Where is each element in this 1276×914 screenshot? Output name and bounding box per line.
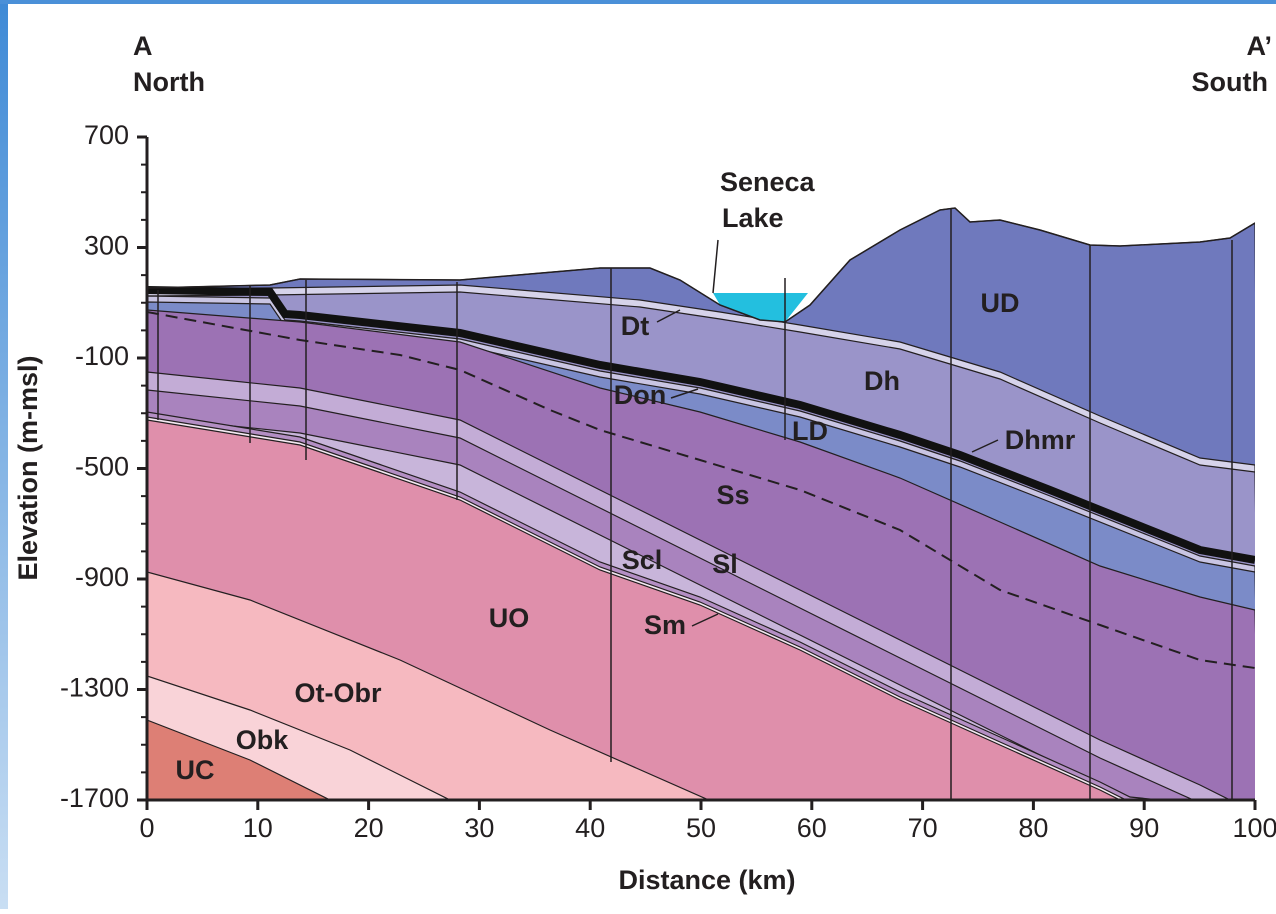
unit-label: Scl [622,545,663,575]
lake-label: Seneca [720,167,816,197]
direction: South [1192,67,1268,97]
y-tick-label: -1700 [60,783,129,813]
x-tick-label: 40 [575,813,605,843]
x-tick-label: 80 [1018,813,1048,843]
x-tick-label: 30 [464,813,494,843]
unit-label: Obk [236,725,289,755]
x-tick-label: 70 [908,813,938,843]
frame-edge [0,0,8,909]
unit-label: Sm [644,610,686,640]
x-tick-label: 20 [354,813,384,843]
y-tick-label: -500 [75,452,129,482]
y-tick-label: -900 [75,562,129,592]
y-tick-label: -100 [75,341,129,371]
x-tick-label: 0 [139,813,154,843]
unit-label: Sl [712,549,738,579]
x-tick-label: 100 [1232,813,1276,843]
unit-label: Ot-Obr [295,678,382,708]
direction: North [133,67,205,97]
y-tick-label: 700 [84,120,129,150]
unit-label: UD [981,288,1020,318]
unit-label: Ss [716,480,749,510]
frame-edge [0,0,1276,4]
x-axis-title: Distance (km) [618,865,795,895]
x-tick-label: 50 [686,813,716,843]
unit-label: UO [489,603,530,633]
section-letter: A’ [1246,31,1272,61]
x-tick-label: 60 [797,813,827,843]
x-tick-label: 90 [1129,813,1159,843]
cross-section-figure: A North A’ South Seneca Lake UD Dt Dh Do… [0,0,1276,909]
unit-label: Dhmr [1005,425,1076,455]
unit-label: Dh [864,366,900,396]
y-tick-label: -1300 [60,673,129,703]
y-axis-title: Elevation (m-msl) [13,355,43,580]
unit-label: Don [614,380,666,410]
section-letter: A [133,31,153,61]
y-tick-label: 300 [84,231,129,261]
x-tick-label: 10 [243,813,273,843]
leader [713,240,718,293]
layers [140,208,1260,850]
unit-label: Dt [621,311,650,341]
lake-label: Lake [722,203,784,233]
unit-label: LD [792,416,828,446]
unit-label: UC [176,755,215,785]
